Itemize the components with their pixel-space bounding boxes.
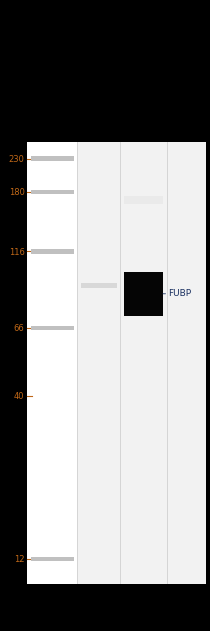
Bar	[124, 271, 163, 316]
Bar	[31, 249, 74, 254]
Bar	[31, 557, 74, 561]
Bar	[77, 142, 120, 584]
Text: FUBP: FUBP	[163, 289, 192, 298]
Bar	[120, 142, 167, 584]
Bar	[31, 156, 74, 161]
Bar	[31, 326, 74, 330]
Bar	[124, 196, 163, 204]
Bar	[31, 190, 74, 194]
Bar	[167, 142, 206, 584]
Bar	[81, 283, 117, 288]
